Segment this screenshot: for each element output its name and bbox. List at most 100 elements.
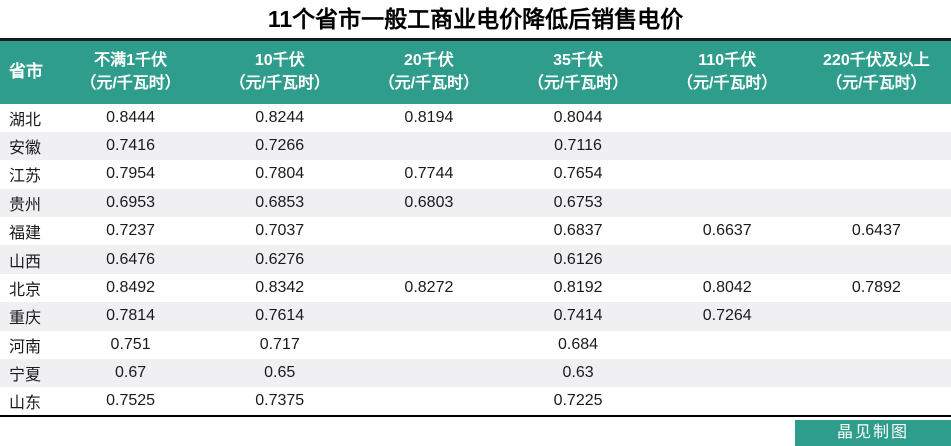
column-header: 35千伏 （元/千瓦时）	[503, 39, 653, 104]
price-cell	[653, 189, 802, 217]
column-header-unit: （元/千瓦时）	[826, 75, 927, 93]
price-cell	[802, 302, 951, 330]
price-cell: 0.6853	[255, 193, 305, 211]
price-cell: 0.8244	[255, 108, 305, 126]
price-cell: 0.8444	[106, 108, 156, 126]
price-cell: 0.7744	[404, 165, 454, 183]
price-cell: 0.6437	[851, 222, 901, 240]
column-header-unit: （元/千瓦时）	[378, 75, 480, 93]
price-cell: 0.7266	[255, 137, 305, 155]
price-cell: 0.8044	[553, 108, 603, 126]
column-header-label: 35千伏	[553, 52, 603, 70]
price-cell: 0.8194	[404, 108, 454, 126]
price-cell: 0.63	[562, 364, 594, 382]
price-cell: 0.717	[259, 335, 300, 353]
province-cell: 山西	[9, 253, 42, 271]
price-cell: 0.7892	[851, 279, 901, 297]
price-cell	[354, 359, 503, 387]
table-body: 湖北 0.8444 0.8244 0.8194 0.8044 安徽 0.7416 0.7266…	[0, 104, 951, 416]
price-cell: 0.684	[558, 335, 599, 353]
table-row: 湖北 0.8444 0.8244 0.8194 0.8044	[0, 104, 951, 132]
price-cell: 0.7225	[553, 392, 603, 410]
province-cell: 福建	[9, 225, 42, 243]
column-header: 110千伏 （元/千瓦时）	[652, 39, 802, 104]
table-row: 安徽 0.7416 0.7266 0.7116	[0, 131, 951, 161]
column-header-unit: （元/千瓦时）	[527, 75, 629, 93]
table-row: 贵州 0.6953 0.6853 0.6803 0.6753	[0, 188, 951, 218]
price-cell	[653, 359, 802, 387]
price-cell: 0.7525	[106, 392, 156, 410]
table-row: 重庆 0.7814 0.7614 0.7414 0.7264	[0, 302, 951, 331]
province-cell: 安徽	[9, 140, 42, 158]
price-cell: 0.7814	[106, 307, 156, 325]
price-cell	[354, 387, 503, 415]
price-cell	[354, 302, 503, 330]
credit-badge: 晶见制图	[795, 420, 951, 446]
price-cell	[802, 132, 951, 160]
province-column-header: 省市	[0, 39, 56, 104]
column-header-label: 220千伏及以上	[823, 52, 930, 70]
column-header-unit: （元/千瓦时）	[676, 75, 778, 93]
table-row: 江苏 0.7954 0.7804 0.7744 0.7654	[0, 160, 951, 188]
price-cell: 0.6803	[404, 193, 454, 211]
price-cell	[802, 245, 951, 273]
column-header: 不满1千伏 （元/千瓦时）	[56, 39, 206, 104]
price-cell	[653, 132, 802, 160]
price-cell	[802, 160, 951, 188]
province-cell: 河南	[9, 338, 42, 356]
price-cell: 0.8192	[553, 279, 603, 297]
price-cell: 0.8492	[106, 279, 156, 297]
price-cell	[802, 331, 951, 359]
price-cell	[802, 104, 951, 132]
price-cell: 0.8042	[702, 279, 752, 297]
page-title: 11个省市一般工商业电价降低后销售电价	[267, 6, 684, 32]
table-header-row: 省市 不满1千伏 （元/千瓦时） 10千伏 （元/千瓦时） 20千伏 （元/千瓦时） 35千…	[0, 39, 951, 104]
price-cell: 0.7416	[106, 137, 156, 155]
price-cell	[653, 245, 802, 273]
price-cell: 0.7264	[702, 307, 752, 325]
price-cell	[653, 160, 802, 188]
province-cell: 湖北	[9, 111, 42, 129]
price-cell: 0.65	[264, 364, 296, 382]
province-cell: 江苏	[9, 168, 42, 186]
price-cell: 0.7954	[106, 165, 156, 183]
price-cell: 0.7037	[255, 222, 305, 240]
column-header-unit: （元/千瓦时）	[80, 75, 181, 93]
price-cell	[354, 331, 503, 359]
price-cell: 0.6837	[553, 222, 603, 240]
price-cell	[802, 387, 951, 415]
price-cell: 0.7375	[255, 392, 305, 410]
column-header-label: 不满1千伏	[94, 52, 168, 70]
column-header-label: 110千伏	[698, 52, 757, 70]
price-cell: 0.6753	[553, 193, 603, 211]
price-cell: 0.6276	[255, 250, 305, 268]
table-row: 河南 0.751 0.717 0.684	[0, 331, 951, 359]
price-cell: 0.67	[115, 364, 147, 382]
table-header: 省市 不满1千伏 （元/千瓦时） 10千伏 （元/千瓦时） 20千伏 （元/千瓦时） 35千…	[0, 39, 951, 104]
price-cell: 0.6637	[702, 222, 752, 240]
price-table: 省市 不满1千伏 （元/千瓦时） 10千伏 （元/千瓦时） 20千伏 （元/千瓦时） 35千…	[0, 38, 951, 417]
price-cell: 0.7237	[106, 222, 156, 240]
province-cell: 北京	[9, 282, 42, 300]
column-header-label: 10千伏	[254, 52, 305, 70]
price-cell	[802, 189, 951, 217]
table-row: 福建 0.7237 0.7037 0.6837 0.6637 0.6437	[0, 217, 951, 245]
price-cell: 0.8342	[255, 279, 305, 297]
price-cell	[653, 331, 802, 359]
price-cell	[653, 104, 802, 132]
province-cell: 重庆	[9, 310, 42, 328]
province-cell: 贵州	[9, 196, 42, 214]
province-cell: 山东	[9, 395, 42, 413]
price-cell	[653, 387, 802, 415]
price-cell: 0.8272	[404, 279, 454, 297]
column-header: 10千伏 （元/千瓦时）	[205, 39, 355, 104]
table-row: 山东 0.7525 0.7375 0.7225	[0, 387, 951, 415]
price-cell	[354, 132, 503, 160]
price-cell: 0.7116	[554, 137, 602, 155]
price-cell: 0.7414	[553, 307, 603, 325]
column-header-label: 20千伏	[403, 52, 454, 70]
table-row: 宁夏 0.67 0.65 0.63	[0, 359, 951, 388]
price-cell: 0.751	[110, 335, 151, 353]
table-row: 北京 0.8492 0.8342 0.8272 0.8192 0.8042 0.7892	[0, 274, 951, 302]
column-header-unit: （元/千瓦时）	[229, 75, 330, 93]
